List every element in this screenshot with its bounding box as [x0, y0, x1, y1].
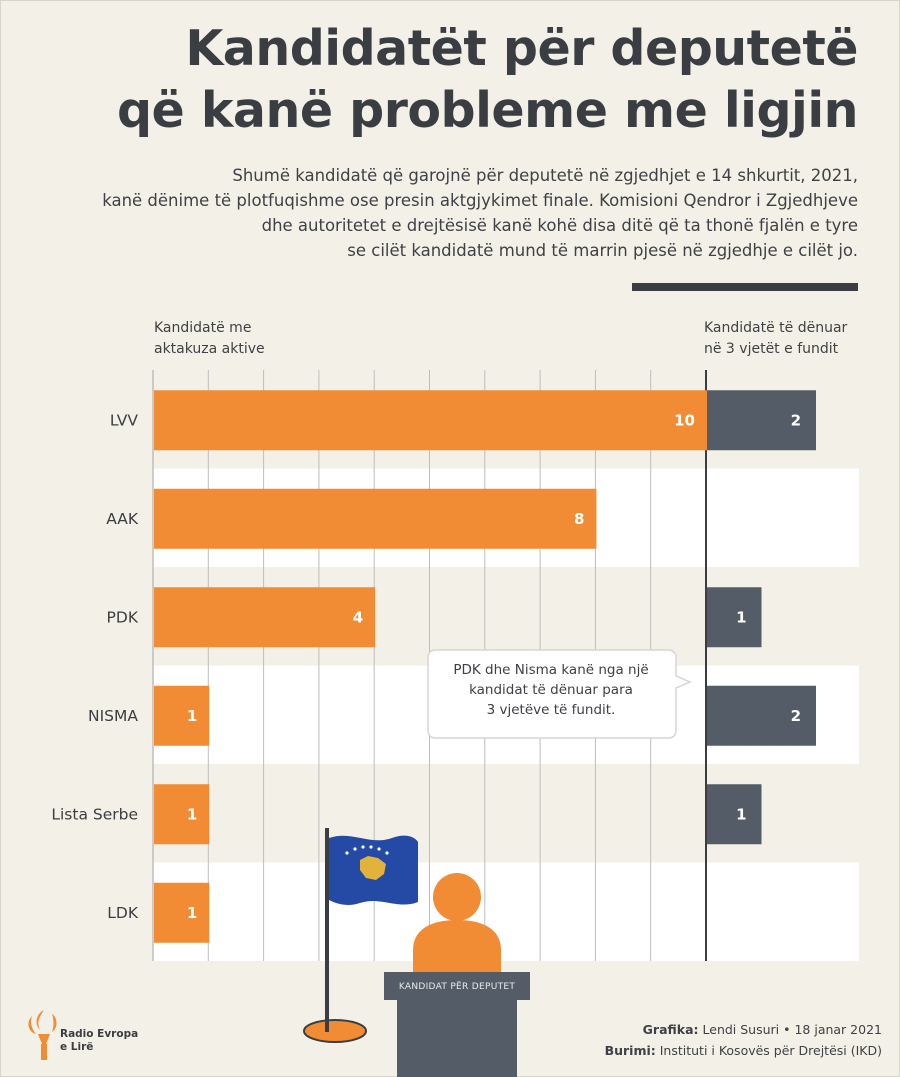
podium-top	[384, 972, 530, 1000]
source-line: Burimi: Instituti i Kosovës për Drejtësi…	[605, 1043, 882, 1058]
candidate-head-icon	[433, 873, 481, 921]
bar-active-indictments	[154, 587, 376, 648]
annotation-line-1: PDK dhe Nisma kanë nga një	[453, 662, 649, 678]
annotation-text: PDK dhe Nisma kanë nga një kandidat të d…	[432, 660, 670, 720]
bar-convicted	[707, 587, 762, 648]
bar-value-label: 2	[791, 707, 801, 725]
page-title: Kandidatët për deputetë që kanë probleme…	[38, 18, 859, 142]
logo-line-1: Radio Evropa	[60, 1028, 139, 1040]
right-series-heading-line-2: në 3 vjetët e fundit	[704, 341, 839, 357]
bar-active-indictments	[154, 390, 707, 451]
bar-value-label: 1	[187, 805, 197, 823]
category-label: PDK	[107, 608, 139, 626]
source-value: Instituti i Kosovës për Drejtësi (IKD)	[655, 1043, 882, 1058]
bars: 10 2 8 4 1 1 2 1 1 1	[154, 390, 816, 943]
credit-label: Grafika:	[642, 1022, 699, 1037]
left-series-heading-line-1: Kandidatë me	[154, 320, 252, 336]
rfe-logo-text: Radio Evropa e Lirë	[60, 1028, 138, 1054]
bar-value-label: 1	[736, 608, 746, 626]
bar-convicted	[707, 390, 816, 451]
subtitle: Shumë kandidatë që garojnë për deputetë …	[98, 163, 858, 263]
category-labels: LVV AAK PDK NISMA Lista Serbe LDK	[51, 411, 138, 922]
category-label: Lista Serbe	[51, 805, 138, 823]
category-label: AAK	[106, 510, 139, 528]
category-label: LVV	[110, 411, 139, 429]
bar-convicted	[707, 784, 762, 845]
flag-map-icon	[360, 856, 386, 880]
subtitle-line-1: Shumë kandidatë që garojnë për deputetë …	[232, 166, 858, 185]
candidate-body-icon	[413, 920, 501, 972]
bar-value-label: 1	[187, 904, 197, 922]
bar-active-indictments	[154, 685, 210, 746]
bar-convicted	[707, 685, 816, 746]
podium-label: KANDIDAT PËR DEPUTET	[398, 982, 516, 992]
credit-line: Grafika: Lendi Susuri • 18 janar 2021	[643, 1022, 882, 1037]
header-divider	[632, 283, 858, 291]
row-stripe	[153, 862, 859, 961]
subtitle-line-4: se cilët kandidatë mund të marrin pjesë …	[347, 241, 858, 260]
source-label: Burimi:	[604, 1043, 656, 1058]
bar-value-label: 1	[736, 805, 746, 823]
bar-value-label: 1	[187, 707, 197, 725]
left-series-heading-line-2: aktakuza aktive	[154, 341, 265, 357]
flag-stars-icon	[345, 845, 389, 855]
title-line-1: Kandidatët për deputetë	[185, 20, 858, 77]
annotation-line-2: kandidat të dënuar para	[469, 682, 633, 698]
title-line-2: që kanë probleme me ligjin	[116, 82, 859, 139]
annotation-callout	[427, 649, 692, 739]
illustration	[303, 828, 530, 1077]
flag-pole	[325, 828, 329, 1032]
podium-body	[397, 1000, 517, 1077]
category-label: NISMA	[88, 707, 138, 725]
flag-base-icon	[303, 1019, 367, 1043]
right-series-heading: Kandidatë të dënuar në 3 vjetët e fundit	[704, 318, 847, 360]
rfe-logo-icon	[28, 1010, 57, 1060]
bar-active-indictments	[154, 488, 597, 549]
callout-bubble	[427, 649, 692, 739]
subtitle-line-2: kanë dënime të plotfuqishme ose presin a…	[102, 191, 858, 210]
bar-value-label: 10	[674, 411, 695, 429]
logo-line-2: e Lirë	[60, 1041, 94, 1053]
left-series-heading: Kandidatë me aktakuza aktive	[154, 318, 265, 360]
bar-value-label: 2	[791, 411, 801, 429]
bar-active-indictments	[154, 784, 210, 845]
right-series-heading-line-1: Kandidatë të dënuar	[704, 320, 848, 336]
credit-value: Lendi Susuri • 18 janar 2021	[698, 1022, 883, 1037]
subtitle-line-3: dhe autoritetet e drejtësisë kanë kohë d…	[261, 216, 858, 235]
annotation-line-3: 3 vjetëve të fundit.	[486, 702, 616, 718]
bar-value-label: 8	[574, 510, 584, 528]
bar-value-label: 4	[353, 608, 363, 626]
bar-active-indictments	[154, 882, 210, 943]
category-label: LDK	[107, 904, 139, 922]
